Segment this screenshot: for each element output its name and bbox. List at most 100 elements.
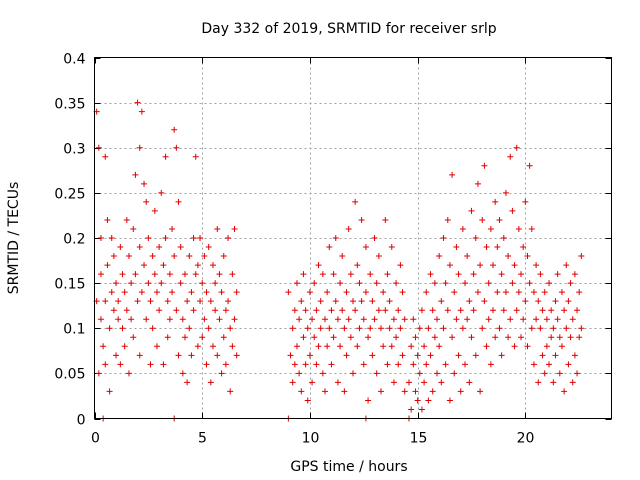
data-point (205, 244, 212, 251)
data-point (123, 307, 130, 314)
data-point (438, 298, 445, 305)
data-point (434, 316, 441, 323)
data-point (563, 325, 570, 332)
data-point (505, 253, 512, 260)
data-point (459, 225, 466, 232)
data-point (552, 352, 559, 359)
data-point (494, 244, 501, 251)
data-point (496, 216, 503, 223)
data-point (470, 307, 477, 314)
data-point (110, 253, 117, 260)
data-point (339, 307, 346, 314)
data-point (533, 316, 540, 323)
data-point (216, 271, 223, 278)
data-point (347, 334, 354, 341)
data-point (162, 153, 169, 160)
data-point (494, 289, 501, 296)
data-point (477, 388, 484, 395)
data-point (490, 307, 497, 314)
data-point (113, 352, 120, 359)
data-point (431, 334, 438, 341)
data-point (149, 253, 156, 260)
data-point (128, 280, 135, 287)
data-point (201, 253, 208, 260)
data-point (483, 244, 490, 251)
data-point (502, 189, 509, 196)
data-point (102, 298, 109, 305)
data-point (576, 334, 583, 341)
data-point (181, 271, 188, 278)
data-point (358, 216, 365, 223)
data-point (321, 388, 328, 395)
data-point (457, 307, 464, 314)
data-point (416, 370, 423, 377)
data-point (541, 370, 548, 377)
data-point (397, 262, 404, 269)
data-point (115, 298, 122, 305)
data-point (522, 298, 529, 305)
data-point (334, 379, 341, 386)
data-point (190, 307, 197, 314)
y-tick-label: 0.2 (63, 232, 85, 248)
data-point (289, 325, 296, 332)
data-point (158, 189, 165, 196)
data-point (218, 370, 225, 377)
data-point (423, 361, 430, 368)
data-point (302, 361, 309, 368)
data-point (300, 271, 307, 278)
y-tick-label: 0.3 (63, 142, 85, 158)
data-point (509, 280, 516, 287)
data-point (151, 271, 158, 278)
data-point (119, 325, 126, 332)
data-point (188, 289, 195, 296)
data-point (535, 298, 542, 305)
data-point (149, 325, 156, 332)
data-point (296, 316, 303, 323)
data-point (343, 289, 350, 296)
data-point (500, 307, 507, 314)
y-tick-label: 0.25 (54, 187, 85, 203)
data-point (231, 225, 238, 232)
data-point (390, 316, 397, 323)
data-point (197, 235, 204, 241)
data-point (438, 379, 445, 386)
data-point (324, 289, 331, 296)
data-point (395, 307, 402, 314)
data-point (373, 370, 380, 377)
data-point (472, 352, 479, 359)
data-point (539, 352, 546, 359)
data-point (556, 370, 563, 377)
data-point (222, 361, 229, 368)
data-point (436, 253, 443, 260)
data-point (522, 198, 529, 205)
data-point (498, 271, 505, 278)
data-point (153, 289, 160, 296)
data-point (474, 289, 481, 296)
data-point (365, 397, 372, 404)
data-point (384, 271, 391, 278)
data-point (207, 379, 214, 386)
data-point (401, 316, 408, 323)
data-point (436, 343, 443, 350)
data-point (533, 262, 540, 269)
data-point (537, 271, 544, 278)
data-point (578, 253, 585, 260)
data-point (158, 280, 165, 287)
data-point (199, 280, 206, 287)
data-point (117, 244, 124, 251)
data-point (313, 361, 320, 368)
data-point (339, 253, 346, 260)
data-point (190, 235, 197, 241)
data-point (569, 379, 576, 386)
data-point (386, 298, 393, 305)
data-point (218, 289, 225, 296)
data-point (481, 298, 488, 305)
data-point (175, 198, 182, 205)
data-point (311, 334, 318, 341)
data-point (576, 289, 583, 296)
data-point (556, 334, 563, 341)
data-point (446, 397, 453, 404)
data-point (526, 162, 533, 169)
data-point (192, 153, 199, 160)
data-point (382, 307, 389, 314)
